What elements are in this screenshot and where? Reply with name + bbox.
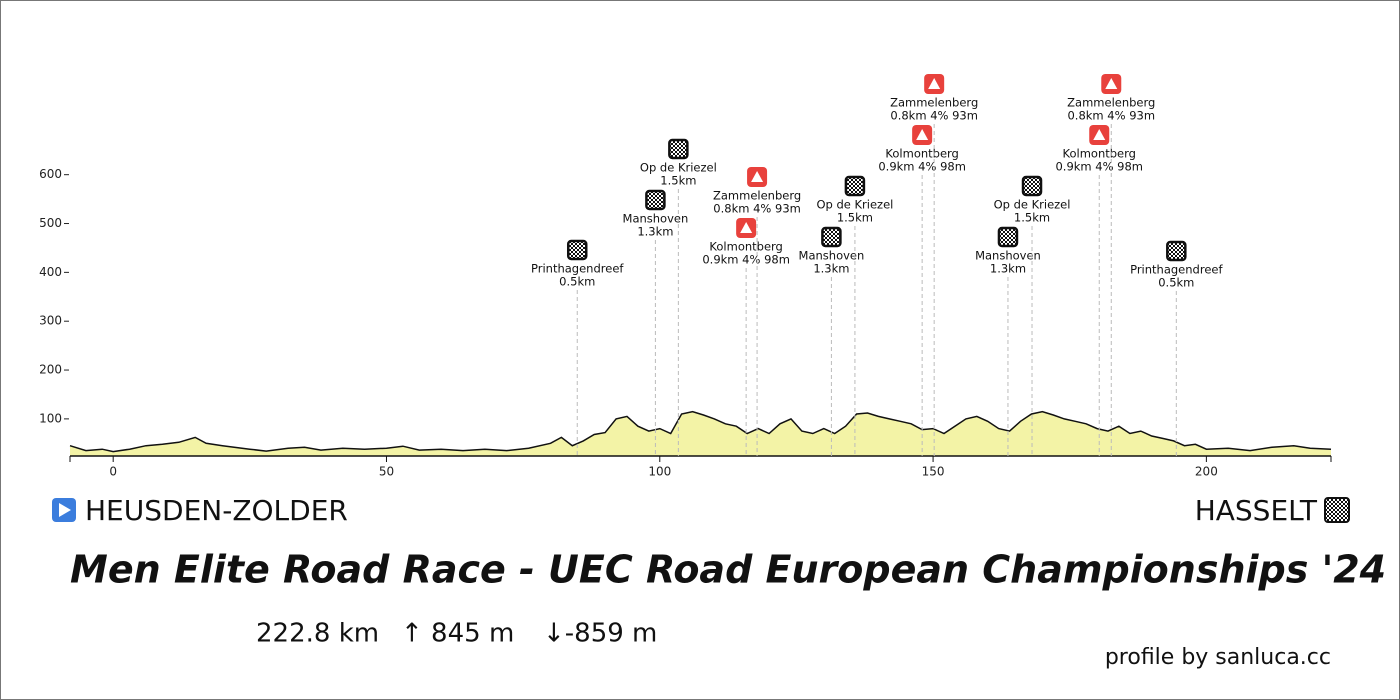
- climb-name: Manshoven: [975, 249, 1041, 263]
- x-tick-label: 0: [109, 465, 117, 479]
- distance: 222.8 km: [256, 619, 379, 649]
- sector-icon: [844, 175, 866, 197]
- climb-name: Kolmontberg: [709, 240, 782, 254]
- start-label: HEUSDEN-ZOLDER: [85, 494, 348, 527]
- climb-name: Op de Kriezel: [640, 161, 717, 175]
- sector-icon: [1166, 240, 1187, 262]
- sector-icon: [1021, 175, 1043, 197]
- ascent: ↑ 845 m: [401, 619, 514, 649]
- climb-name: Printhagendreef: [1130, 263, 1223, 277]
- climb-info: 0.8km 4% 93m: [713, 202, 801, 216]
- y-tick-label: 600: [39, 167, 62, 181]
- sector-icon: [668, 138, 689, 160]
- profile-area: [70, 411, 1331, 456]
- climb-info: 0.9km 4% 98m: [702, 253, 790, 267]
- profile-line: [69, 410, 1332, 453]
- climb-name: Printhagendreef: [531, 262, 624, 276]
- climb-info: 1.3km: [990, 262, 1026, 276]
- climb-icon-peak: [916, 129, 929, 140]
- climb-name: Zammelenberg: [1067, 96, 1155, 110]
- climb-icon-peak: [1093, 129, 1106, 140]
- climb-info: 0.5km: [1158, 276, 1194, 290]
- climb-name: Op de Kriezel: [816, 198, 893, 212]
- climb-info: 0.5km: [559, 275, 595, 289]
- descent: ↓-859 m: [543, 619, 657, 649]
- y-tick-label: 500: [39, 216, 62, 230]
- climb-name: Manshoven: [799, 249, 865, 263]
- climb-info: 1.3km: [637, 225, 673, 239]
- climb-info: 1.5km: [1014, 211, 1050, 225]
- x-tick-label: 50: [379, 465, 394, 479]
- climb-info: 1.5km: [660, 174, 696, 188]
- chart-title: Men Elite Road Race - UEC Road European …: [70, 548, 1386, 592]
- climb-icon-peak: [928, 78, 941, 89]
- x-tick-label: 100: [648, 465, 671, 479]
- climb-icon-peak: [740, 222, 753, 233]
- sector-icon: [997, 226, 1019, 248]
- sector-icon: [645, 189, 666, 211]
- start-icon-arrow: [59, 503, 71, 517]
- finish-label: HASSELT: [1195, 494, 1318, 527]
- climb-info: 0.9km 4% 98m: [1055, 160, 1143, 174]
- x-tick-label: 200: [1195, 465, 1218, 479]
- climb-info: 0.8km 4% 93m: [1067, 109, 1155, 123]
- climb-info: 0.8km 4% 93m: [890, 109, 978, 123]
- y-tick-label: 300: [39, 314, 62, 328]
- climb-info: 1.3km: [813, 262, 849, 276]
- climb-name: Kolmontberg: [885, 147, 958, 161]
- y-tick-label: 200: [39, 363, 62, 377]
- climb-name: Zammelenberg: [890, 96, 978, 110]
- climb-icon-peak: [751, 171, 764, 182]
- climb-name: Manshoven: [623, 212, 689, 226]
- sector-icon: [821, 226, 842, 248]
- y-tick-label: 400: [39, 265, 62, 279]
- x-tick-label: 150: [922, 465, 945, 479]
- credit: profile by sanluca.cc: [1105, 645, 1331, 670]
- climb-info: 0.9km 4% 98m: [878, 160, 966, 174]
- climb-name: Kolmontberg: [1063, 147, 1136, 161]
- sector-icon: [566, 239, 588, 261]
- climb-name: Op de Kriezel: [994, 198, 1071, 212]
- finish-icon: [1324, 497, 1350, 523]
- climb-name: Zammelenberg: [713, 189, 801, 203]
- climb-info: 1.5km: [837, 211, 873, 225]
- y-tick-label: 100: [39, 411, 62, 425]
- climb-icon-peak: [1105, 78, 1118, 89]
